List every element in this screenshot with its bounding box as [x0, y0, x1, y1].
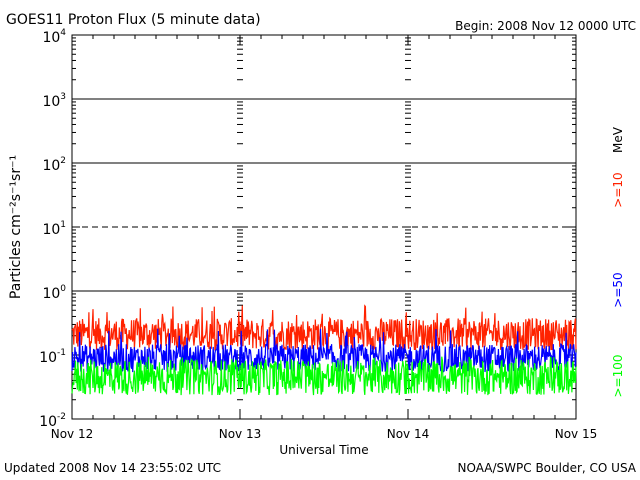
y-tick-label: 101 [42, 220, 66, 238]
x-tick-label: Nov 12 [51, 427, 94, 441]
series-line [71, 356, 577, 396]
legend-item: >=100 [611, 354, 625, 397]
y-tick-label: 10-1 [39, 348, 66, 366]
legend-item: >=50 [611, 272, 625, 307]
y-axis-label: Particles cm⁻²s⁻¹sr⁻¹ [8, 155, 24, 299]
y-tick-label: 102 [42, 156, 66, 174]
chart-title: GOES11 Proton Flux (5 minute data) [6, 12, 261, 28]
legend-item: >=10 [611, 172, 625, 207]
x-tick-label: Nov 15 [555, 427, 598, 441]
series-line [71, 328, 577, 374]
reference-lines [72, 98, 576, 292]
x-axis-label: Universal Time [279, 443, 368, 457]
x-tick-label: Nov 13 [219, 427, 262, 441]
credit-label: NOAA/SWPC Boulder, CO USA [458, 461, 637, 475]
x-tick-label: Nov 14 [387, 427, 430, 441]
y-tick-labels: 10-2 10-1 100 101 102 103 104 [39, 28, 66, 430]
updated-label: Updated 2008 Nov 14 23:55:02 UTC [4, 461, 221, 475]
y-tick-label: 10-2 [39, 412, 66, 430]
y-tick-label: 104 [42, 28, 66, 46]
y-tick-label: 100 [42, 284, 66, 302]
begin-label: Begin: 2008 Nov 12 0000 UTC [455, 19, 636, 33]
legend-unit: MeV [611, 126, 625, 153]
legend: MeV >=10 >=50 >=100 [611, 126, 625, 397]
series-line [71, 304, 577, 352]
x-tick-labels: Nov 12 Nov 13 Nov 14 Nov 15 [51, 427, 598, 441]
y-tick-label: 103 [42, 92, 66, 110]
series-layer [71, 304, 577, 396]
